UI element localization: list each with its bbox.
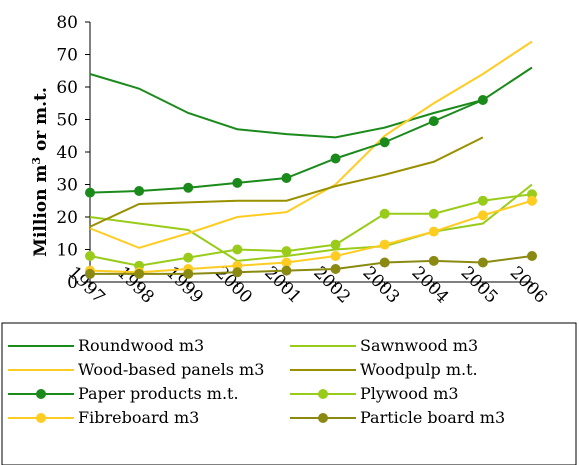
series-line-fibreboard-m3	[89, 199, 533, 274]
series-line-sawnwood-m3	[89, 183, 533, 262]
legend: Roundwood m3 Sawnwood m3 Wood-based panels…	[1, 322, 577, 465]
data-point-particle-board-m3	[379, 257, 390, 268]
legend-label-fibreboard-m3: Fibreboard m3	[78, 408, 199, 427]
y-tick-label: 30	[56, 176, 78, 196]
series-line-wood-based-panels-m3	[89, 40, 533, 249]
data-point-particle-board-m3	[134, 268, 145, 279]
data-point-plywood-m3	[477, 195, 488, 206]
data-point-fibreboard-m3	[527, 195, 537, 206]
series-line-particle-board-m3	[90, 255, 533, 275]
y-axis-label: Million m3 or m.t.	[30, 87, 52, 257]
y-tick-label: 0	[67, 273, 78, 293]
data-point-plywood-m3	[85, 251, 95, 261]
series-line-roundwood-m3	[89, 66, 533, 139]
data-point-paper-products-m-t	[183, 182, 194, 193]
data-point-fibreboard-m3	[379, 239, 390, 250]
axes	[85, 21, 533, 287]
data-point-paper-products-m-t	[134, 186, 145, 196]
y-tick-label: 70	[56, 46, 78, 66]
legend-label-wood-based-panels-m3: Wood-based panels m3	[78, 360, 264, 379]
data-point-plywood-m3	[330, 239, 341, 250]
y-tick-label: 10	[56, 241, 78, 261]
y-tick-label: 80	[56, 13, 78, 33]
data-point-fibreboard-m3	[281, 257, 292, 268]
data-point-paper-products-m-t	[330, 153, 341, 164]
legend-label-sawnwood-m3: Sawnwood m3	[360, 336, 478, 355]
data-point-plywood-m3	[232, 244, 243, 255]
legend-label-roundwood-m3: Roundwood m3	[78, 336, 204, 355]
legend-marker-fibreboard-m3	[36, 413, 46, 423]
data-point-paper-products-m-t	[428, 116, 439, 127]
data-point-particle-board-m3	[183, 268, 194, 279]
data-point-particle-board-m3	[232, 267, 243, 278]
legend-marker-plywood-m3	[318, 389, 328, 399]
series-line-woodpulp-m-t	[89, 136, 484, 228]
x-tick-label: 2004	[408, 263, 453, 308]
y-tick-label: 40	[56, 143, 78, 163]
data-point-paper-products-m-t	[281, 173, 292, 183]
data-point-paper-products-m-t	[85, 187, 95, 198]
data-point-paper-products-m-t	[477, 95, 488, 105]
legend-label-plywood-m3: Plywood m3	[360, 384, 459, 403]
data-point-plywood-m3	[379, 208, 390, 219]
legend-marker-particle-board-m3	[318, 413, 328, 423]
data-point-plywood-m3	[281, 246, 292, 257]
series-lines	[85, 40, 537, 279]
data-point-fibreboard-m3	[477, 210, 488, 221]
data-point-particle-board-m3	[428, 255, 439, 266]
data-point-fibreboard-m3	[330, 251, 341, 261]
data-point-paper-products-m-t	[232, 177, 243, 188]
data-point-particle-board-m3	[85, 268, 95, 279]
x-tick-label: 2003	[359, 263, 404, 308]
y-tick-label: 50	[56, 111, 78, 131]
data-point-particle-board-m3	[527, 251, 537, 261]
legend-label-woodpulp-m-t: Woodpulp m.t.	[360, 360, 478, 379]
data-point-paper-products-m-t	[379, 137, 390, 148]
data-point-particle-board-m3	[477, 257, 488, 268]
y-tick-label: 20	[56, 208, 78, 228]
x-tick-label: 2005	[457, 263, 502, 308]
y-tick-label: 60	[56, 78, 78, 98]
x-tick-label: 2006	[506, 263, 551, 308]
legend-label-paper-products-m-t: Paper products m.t.	[78, 384, 239, 403]
series-line-plywood-m3	[89, 193, 533, 267]
data-point-plywood-m3	[183, 252, 194, 263]
data-point-fibreboard-m3	[428, 226, 439, 237]
data-point-particle-board-m3	[281, 265, 292, 276]
data-point-particle-board-m3	[330, 264, 341, 274]
data-point-plywood-m3	[428, 208, 439, 219]
legend-label-particle-board-m3: Particle board m3	[360, 408, 505, 427]
legend-marker-paper-products-m-t	[36, 389, 46, 399]
